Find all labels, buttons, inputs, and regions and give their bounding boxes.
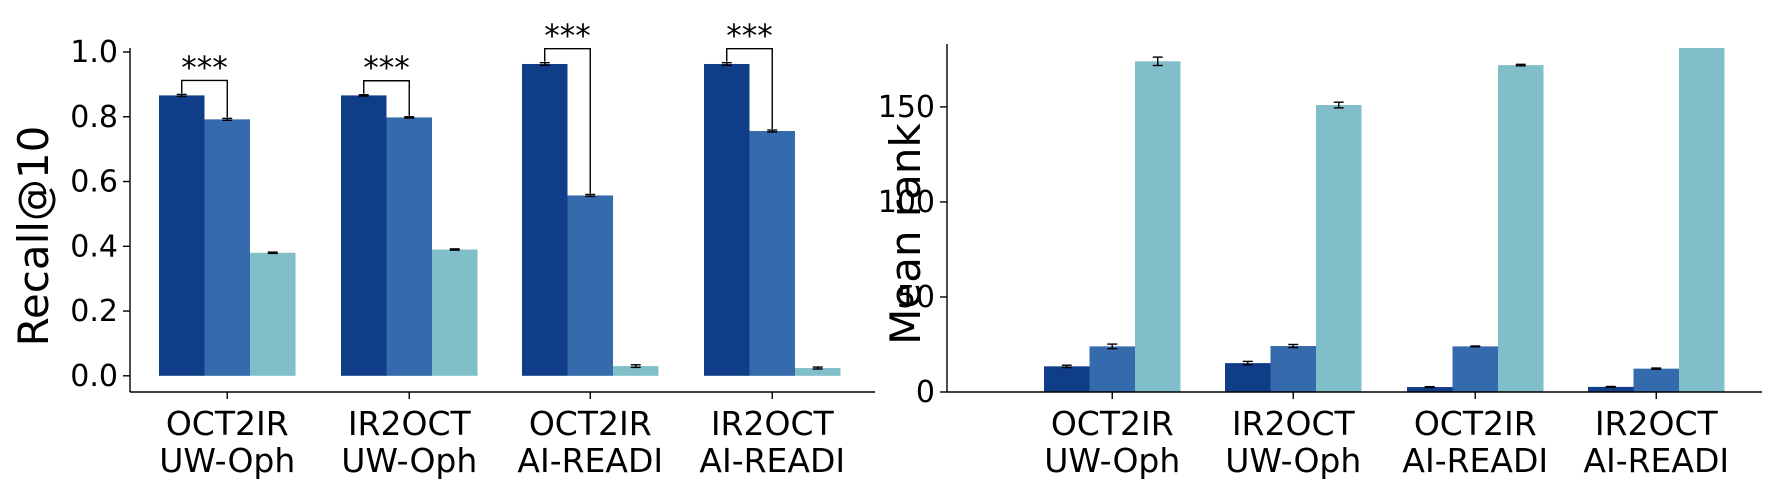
x-tick-label-line: UW-Oph xyxy=(341,441,477,480)
significance-bracket xyxy=(544,47,591,194)
significance-label: *** xyxy=(544,19,591,55)
bar xyxy=(1452,346,1498,392)
x-tick-label: OCT2IR UW-Oph xyxy=(159,404,295,480)
x-tick-label-line: OCT2IR xyxy=(1051,404,1174,443)
x-tick-label: IR2OCT AI-READI xyxy=(699,404,845,480)
x-tick-label-line: IR2OCT xyxy=(348,404,472,443)
bar xyxy=(522,63,568,376)
bar xyxy=(1588,386,1634,392)
x-tick-label-line: UW-Oph xyxy=(159,441,295,480)
y-tick-label: 0.8 xyxy=(70,100,118,135)
significance-label: *** xyxy=(363,51,410,87)
bar xyxy=(704,63,750,376)
significance-label: *** xyxy=(726,19,773,55)
x-tick-label: IR2OCT UW-Oph xyxy=(1225,404,1361,480)
bar xyxy=(749,131,795,376)
bar xyxy=(1498,65,1544,392)
x-tick-label: IR2OCT AI-READI xyxy=(1583,404,1729,480)
bar xyxy=(1407,387,1453,392)
bar xyxy=(1633,368,1679,392)
x-tick-label-line: AI-READI xyxy=(1583,441,1729,480)
bar xyxy=(386,117,432,376)
y-tick-label: 0.6 xyxy=(70,165,118,200)
bar xyxy=(204,119,250,376)
x-tick-label-line: AI-READI xyxy=(1402,441,1548,480)
y-tick-label: 0.4 xyxy=(70,229,118,264)
x-tick-label: OCT2IR AI-READI xyxy=(517,404,663,480)
y-tick-label: 0 xyxy=(916,375,935,410)
bar xyxy=(795,368,841,376)
bar xyxy=(341,95,387,376)
bar xyxy=(567,195,613,376)
bar xyxy=(1089,346,1135,392)
y-tick-label: 1.0 xyxy=(70,35,118,70)
x-tick-label-line: OCT2IR xyxy=(529,404,652,443)
bar xyxy=(1270,346,1316,392)
significance-label: *** xyxy=(181,50,228,86)
x-tick-label-line: OCT2IR xyxy=(166,404,289,443)
significance-bracket xyxy=(363,80,410,116)
bar xyxy=(1679,48,1725,392)
x-tick-label-line: IR2OCT xyxy=(1595,404,1719,443)
x-tick-label: IR2OCT UW-Oph xyxy=(341,404,477,480)
x-tick-label-line: UW-Oph xyxy=(1225,441,1361,480)
bar xyxy=(432,249,478,376)
bar xyxy=(613,366,659,376)
x-tick-label-line: AI-READI xyxy=(699,441,845,480)
x-tick-label-line: OCT2IR xyxy=(1414,404,1537,443)
bar xyxy=(1225,363,1271,392)
x-tick-label-line: AI-READI xyxy=(517,441,663,480)
y-axis-label: Mean rank xyxy=(881,122,930,344)
x-tick-label-line: IR2OCT xyxy=(711,404,835,443)
bar xyxy=(250,252,296,376)
bar xyxy=(1316,105,1362,392)
y-tick-label: 50 xyxy=(897,280,935,315)
x-tick-label-line: UW-Oph xyxy=(1044,441,1180,480)
significance-bracket xyxy=(181,79,228,118)
bar xyxy=(159,95,205,376)
significance-bracket xyxy=(726,47,773,130)
bar xyxy=(1044,366,1090,392)
bar xyxy=(1135,61,1181,393)
y-tick-label: 0.2 xyxy=(70,294,118,329)
y-axis-label: Recall@10 xyxy=(9,126,58,347)
x-tick-label-line: IR2OCT xyxy=(1232,404,1356,443)
y-tick-label: 0.0 xyxy=(70,359,118,394)
x-tick-label: OCT2IR UW-Oph xyxy=(1044,404,1180,480)
y-tick-label: 100 xyxy=(878,185,935,220)
x-tick-label: OCT2IR AI-READI xyxy=(1402,404,1548,480)
y-tick-label: 150 xyxy=(878,90,935,125)
